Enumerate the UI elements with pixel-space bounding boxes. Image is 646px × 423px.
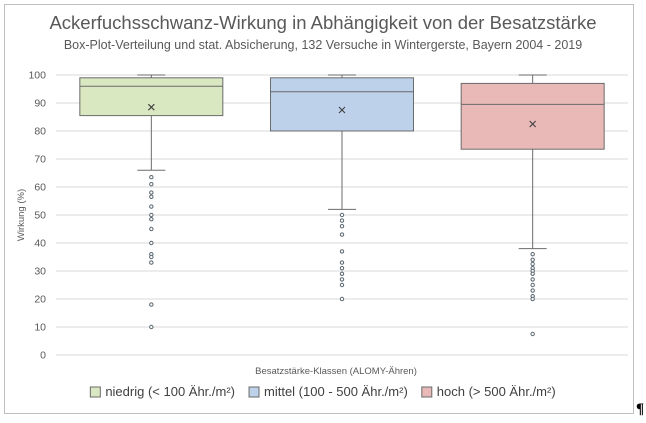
y-tick-label: 90 [34, 98, 46, 110]
box-group [79, 74, 224, 330]
outlier-point [149, 260, 154, 265]
legend-swatch [89, 386, 101, 398]
outlier-point [339, 212, 345, 218]
outlier-point [530, 331, 535, 337]
outlier-point [339, 249, 345, 254]
y-tick-label: 0 [40, 350, 46, 362]
mean-marker [529, 120, 537, 128]
outlier-point [339, 224, 345, 229]
box-group [270, 74, 414, 302]
legend-swatch [421, 386, 433, 398]
y-tick-label: 10 [34, 322, 46, 334]
pilcrow-mark: ¶ [636, 401, 645, 417]
legend-label: niedrig (< 100 Ähr./m²) [105, 384, 235, 399]
y-tick-label: 60 [34, 182, 46, 194]
y-tick-label: 40 [34, 238, 46, 250]
box-group [460, 74, 605, 337]
legend-label: hoch (> 500 Ähr./m²) [437, 384, 556, 399]
legend-item: hoch (> 500 Ähr./m²) [421, 384, 556, 399]
chart-subtitle: Box-Plot-Verteilung und stat. Absicherun… [64, 38, 582, 52]
legend-label: mittel (100 - 500 Ähr./m²) [264, 384, 408, 399]
y-axis-label: Wirkung (%) [16, 189, 27, 241]
outlier-point [339, 266, 345, 271]
y-tick-label: 100 [28, 70, 46, 82]
outlier-point [149, 240, 154, 246]
outlier-point [530, 282, 535, 288]
outlier-point [530, 296, 535, 302]
y-tick-label: 50 [34, 210, 46, 222]
outlier-point [149, 182, 154, 187]
outlier-point [339, 296, 345, 302]
outlier-point [530, 252, 535, 257]
x-axis-label: Besatzstärke-Klassen (ALOMY-Ähren) [255, 366, 417, 377]
outlier-point [149, 175, 154, 180]
outlier-point [339, 218, 345, 223]
chart-frame [4, 4, 634, 414]
legend-item: niedrig (< 100 Ähr./m²) [89, 384, 235, 399]
outlier-point [339, 277, 345, 282]
y-tick-label: 30 [34, 266, 46, 278]
box-iqr [79, 77, 224, 117]
mean-marker [147, 103, 155, 111]
chart-title: Ackerfuchsschwanz-Wirkung in Abhängigkei… [49, 12, 596, 33]
mean-marker [338, 106, 346, 114]
y-axis-ticks: 0 10 20 30 40 50 60 70 80 90 100 [28, 70, 46, 362]
outlier-point [530, 261, 535, 267]
outlier-point [339, 282, 345, 288]
outlier-point [149, 226, 154, 232]
box-iqr [270, 77, 414, 132]
outlier-point [149, 204, 154, 209]
outlier-point [149, 190, 154, 195]
outlier-point [149, 302, 154, 307]
legend: niedrig (< 100 Ähr./m²) mittel (100 - 500… [89, 384, 556, 399]
outlier-point [149, 217, 154, 222]
outlier-point [149, 194, 154, 200]
legend-swatch [248, 386, 260, 398]
y-tick-label: 80 [34, 126, 46, 138]
outlier-point [530, 257, 535, 262]
outlier-point [339, 271, 345, 276]
y-tick-label: 20 [34, 294, 46, 306]
outlier-point [530, 277, 535, 282]
outlier-point [339, 232, 345, 237]
box-series [79, 74, 605, 337]
box-iqr [460, 82, 605, 150]
outlier-point [149, 324, 154, 330]
outlier-point [530, 288, 535, 293]
outlier-point [530, 271, 535, 276]
y-tick-label: 70 [34, 154, 46, 166]
outlier-point [149, 254, 154, 260]
outlier-point [339, 260, 345, 265]
outlier-point [149, 212, 154, 218]
legend-item: mittel (100 - 500 Ähr./m²) [248, 384, 408, 399]
